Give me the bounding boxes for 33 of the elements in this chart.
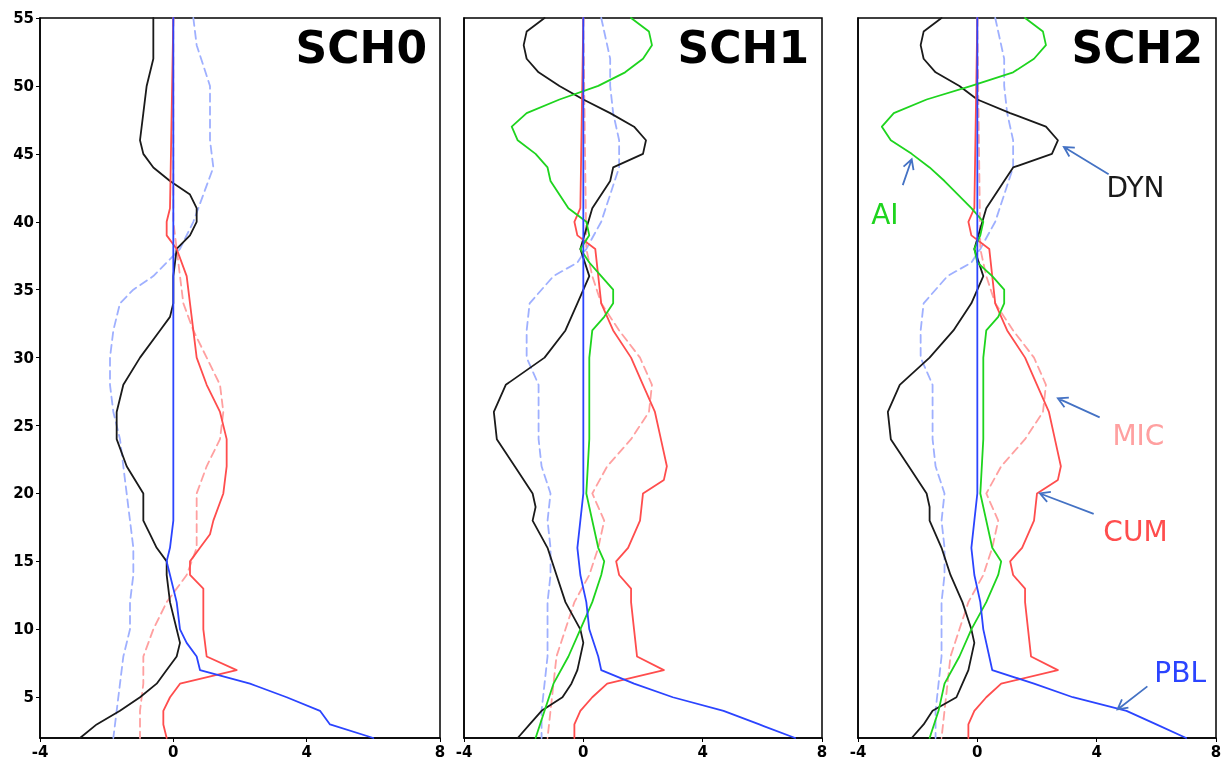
chart-title: SCH1 bbox=[677, 21, 809, 73]
chart-title: SCH2 bbox=[1071, 21, 1203, 73]
x-tick-label: 0 bbox=[168, 742, 179, 761]
y-tick-label: 45 bbox=[13, 144, 34, 163]
y-tick-label: 30 bbox=[13, 348, 34, 367]
y-tick-label: 20 bbox=[13, 484, 34, 503]
x-tick-label: 0 bbox=[578, 742, 589, 761]
text: DYN bbox=[1106, 171, 1165, 205]
x-tick-label: -4 bbox=[455, 742, 473, 761]
text: MIC bbox=[1112, 418, 1165, 452]
y-tick-label: 15 bbox=[13, 552, 34, 571]
chart-title: SCH0 bbox=[295, 21, 427, 73]
x-tick-label: 8 bbox=[816, 742, 828, 761]
x-tick-label: 0 bbox=[972, 742, 983, 761]
y-tick-label: 40 bbox=[13, 212, 34, 231]
line-series bbox=[79, 17, 198, 739]
series-label: AI bbox=[871, 198, 899, 232]
y-tick-label: 5 bbox=[23, 688, 34, 707]
y-tick-label: 55 bbox=[13, 9, 34, 27]
text: CUM bbox=[1103, 515, 1168, 549]
series-label: PBL bbox=[1154, 656, 1207, 690]
x-tick-label: 4 bbox=[1091, 742, 1102, 761]
y-tick-label: 10 bbox=[13, 620, 34, 639]
x-tick-label: -4 bbox=[849, 742, 867, 761]
x-tick-label: 4 bbox=[697, 742, 708, 761]
x-tick-label: 8 bbox=[434, 742, 446, 761]
y-tick-label: 35 bbox=[13, 280, 34, 299]
y-tick-label: 25 bbox=[13, 416, 34, 435]
y-tick-label: 50 bbox=[13, 76, 34, 95]
line-series bbox=[109, 17, 215, 739]
x-tick-label: 8 bbox=[1210, 742, 1222, 761]
x-tick-label: 4 bbox=[301, 742, 312, 761]
x-tick-label: -4 bbox=[31, 742, 49, 761]
